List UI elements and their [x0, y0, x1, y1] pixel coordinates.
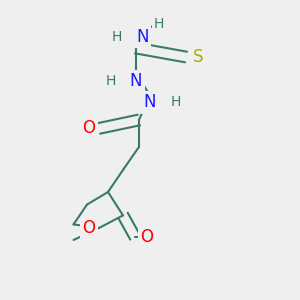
Text: O: O [140, 228, 154, 246]
Text: H: H [105, 74, 116, 88]
Text: S: S [193, 48, 203, 66]
Text: H: H [170, 95, 181, 109]
Text: N: N [136, 28, 149, 46]
Text: H: H [154, 17, 164, 31]
Text: O: O [82, 119, 95, 137]
Text: H: H [112, 30, 122, 44]
Text: N: N [144, 93, 156, 111]
Text: N: N [130, 72, 142, 90]
Text: O: O [82, 219, 95, 237]
